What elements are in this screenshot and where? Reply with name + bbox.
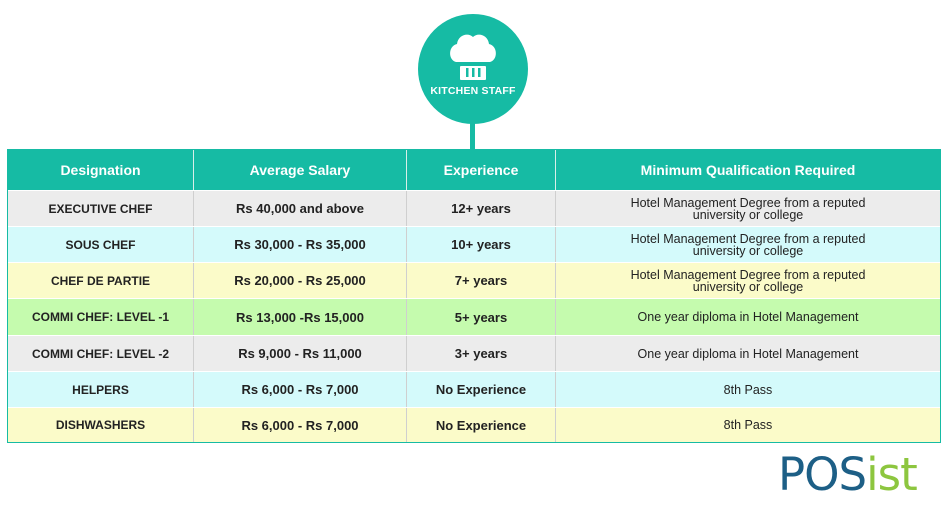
- table-row: CHEF DE PARTIE Rs 20,000 - Rs 25,000 7+ …: [8, 263, 940, 298]
- salary-cell: Rs 9,000 - Rs 11,000: [194, 336, 407, 371]
- salary-cell: Rs 6,000 - Rs 7,000: [194, 372, 407, 407]
- chef-hat-icon: [450, 34, 496, 80]
- column-header-average-salary: Average Salary: [194, 150, 407, 190]
- experience-cell: No Experience: [407, 372, 556, 407]
- qualification-cell: Hotel Management Degree from a reputed u…: [630, 267, 866, 294]
- table-row: HELPERS Rs 6,000 - Rs 7,000 No Experienc…: [8, 372, 940, 407]
- salary-cell: Rs 20,000 - Rs 25,000: [194, 263, 407, 298]
- salary-cell: Rs 40,000 and above: [194, 191, 407, 226]
- table-row: COMMI CHEF: LEVEL -1 Rs 13,000 -Rs 15,00…: [8, 299, 940, 335]
- salary-cell: Rs 6,000 - Rs 7,000: [194, 408, 407, 442]
- qualification-cell: Hotel Management Degree from a reputed u…: [630, 231, 866, 258]
- table-row: COMMI CHEF: LEVEL -2 Rs 9,000 - Rs 11,00…: [8, 336, 940, 371]
- column-header-qualification: Minimum Qualification Required: [640, 162, 856, 178]
- table-row: EXECUTIVE CHEF Rs 40,000 and above 12+ y…: [8, 191, 940, 226]
- column-header-designation: Designation: [8, 150, 194, 190]
- experience-cell: 3+ years: [407, 336, 556, 371]
- salary-cell: Rs 13,000 -Rs 15,000: [194, 299, 407, 335]
- kitchen-staff-badge: KITCHEN STAFF: [418, 14, 528, 124]
- qualification-cell: 8th Pass: [723, 382, 773, 397]
- designation-cell: COMMI CHEF: LEVEL -2: [8, 336, 194, 371]
- designation-cell: CHEF DE PARTIE: [8, 263, 194, 298]
- experience-cell: 7+ years: [407, 263, 556, 298]
- table-row: SOUS CHEF Rs 30,000 - Rs 35,000 10+ year…: [8, 227, 940, 262]
- table-header-row: Designation Average Salary Experience Mi…: [8, 150, 940, 190]
- qualification-cell: Hotel Management Degree from a reputed u…: [630, 195, 866, 222]
- experience-cell: 5+ years: [407, 299, 556, 335]
- table-row: DISHWASHERS Rs 6,000 - Rs 7,000 No Exper…: [8, 408, 940, 442]
- designation-cell: DISHWASHERS: [8, 408, 194, 442]
- column-header-experience: Experience: [407, 150, 556, 190]
- logo-text-ist: ist: [866, 448, 918, 501]
- designation-cell: SOUS CHEF: [8, 227, 194, 262]
- logo-text-pos: POS: [778, 448, 867, 501]
- designation-cell: EXECUTIVE CHEF: [8, 191, 194, 226]
- experience-cell: 12+ years: [407, 191, 556, 226]
- badge-connector: [470, 122, 475, 150]
- salary-table: Designation Average Salary Experience Mi…: [7, 149, 941, 443]
- qualification-cell: One year diploma in Hotel Management: [637, 346, 859, 361]
- designation-cell: HELPERS: [8, 372, 194, 407]
- experience-cell: 10+ years: [407, 227, 556, 262]
- qualification-cell: 8th Pass: [723, 418, 773, 432]
- experience-cell: No Experience: [407, 408, 556, 442]
- badge-label: KITCHEN STAFF: [430, 85, 516, 97]
- qualification-cell: One year diploma in Hotel Management: [637, 310, 859, 324]
- designation-cell: COMMI CHEF: LEVEL -1: [8, 299, 194, 335]
- salary-cell: Rs 30,000 - Rs 35,000: [194, 227, 407, 262]
- posist-logo: POSist: [778, 448, 946, 502]
